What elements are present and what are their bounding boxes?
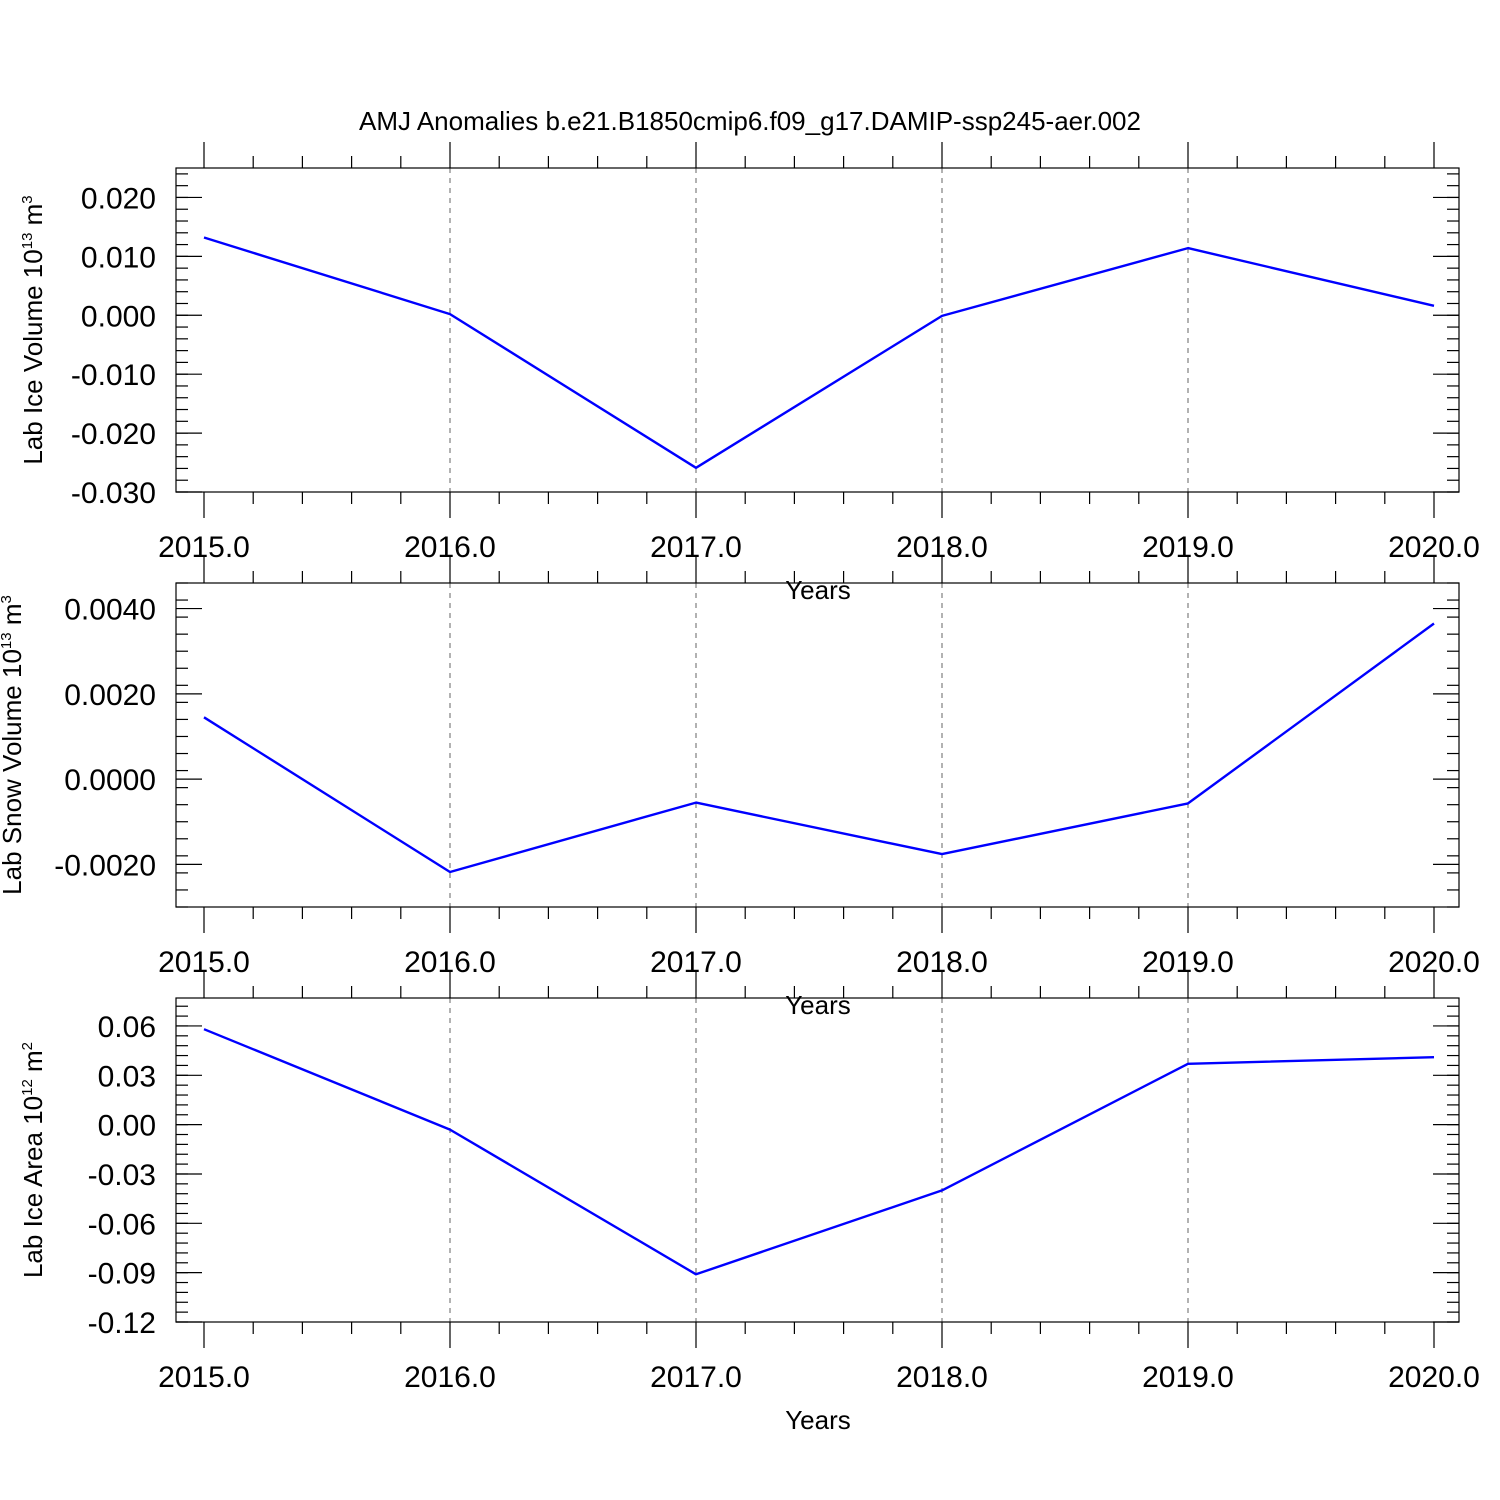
- x-axis-title: Years: [785, 575, 851, 605]
- y-tick-label: 0.0020: [64, 679, 156, 712]
- y-axis-title: Lab Ice Area 1012 m2: [18, 1042, 48, 1278]
- panels: 2015.0 2016.0 2017.0 2018.0 2019.0 2020.0 0.02…: [0, 142, 1480, 1435]
- plot-frame: [175, 582, 1460, 908]
- plot-frame: [175, 997, 1460, 1323]
- x-tick-label: 2017.0: [650, 1361, 742, 1394]
- y-tick-label: 0.03: [98, 1060, 156, 1093]
- x-tick-label: 2016.0: [404, 1361, 496, 1394]
- y-tick-label: 0.010: [81, 241, 156, 274]
- y-tick-label: 0.00: [98, 1110, 156, 1143]
- y-tick-label: -0.0020: [54, 849, 156, 882]
- series-line: [203, 236, 1435, 469]
- x-axis-title: Years: [785, 1405, 851, 1435]
- y-tick-label: 0.000: [81, 300, 156, 333]
- y-tick-label: -0.06: [88, 1208, 156, 1241]
- y-tick-label: 0.06: [98, 1011, 156, 1044]
- panel-3: 2015.0 2016.0 2017.0 2018.0 2019.0 2020.0 0.06…: [18, 972, 1480, 1435]
- x-axis-title: Years: [785, 990, 851, 1020]
- series-line: [203, 1028, 1435, 1276]
- chart-title: AMJ Anomalies b.e21.B1850cmip6.f09_g17.D…: [359, 106, 1141, 136]
- y-tick-label: -0.03: [88, 1159, 156, 1192]
- y-axis-title: Lab Snow Volume 1013 m3: [0, 595, 27, 895]
- y-tick-label: -0.010: [71, 359, 156, 392]
- y-axis-title: Lab Ice Volume 1013 m3: [18, 195, 48, 464]
- x-tick-label: 2019.0: [1142, 1361, 1234, 1394]
- y-tick-label: 0.0040: [64, 594, 156, 627]
- y-tick-label: -0.09: [88, 1258, 156, 1291]
- y-tick-label: -0.12: [88, 1307, 156, 1340]
- y-tick-label: 0.020: [81, 182, 156, 215]
- y-tick-label: 0.0000: [64, 764, 156, 797]
- plot-frame: [175, 167, 1460, 493]
- x-tick-label: 2020.0: [1388, 1361, 1480, 1394]
- x-tick-label: 2018.0: [896, 1361, 988, 1394]
- x-tick-label: 2015.0: [158, 1361, 250, 1394]
- y-tick-label: -0.030: [71, 477, 156, 510]
- panel-1: 2015.0 2016.0 2017.0 2018.0 2019.0 2020.00.02…: [18, 142, 1480, 605]
- y-tick-label: -0.020: [71, 418, 156, 451]
- series-line: [203, 622, 1435, 874]
